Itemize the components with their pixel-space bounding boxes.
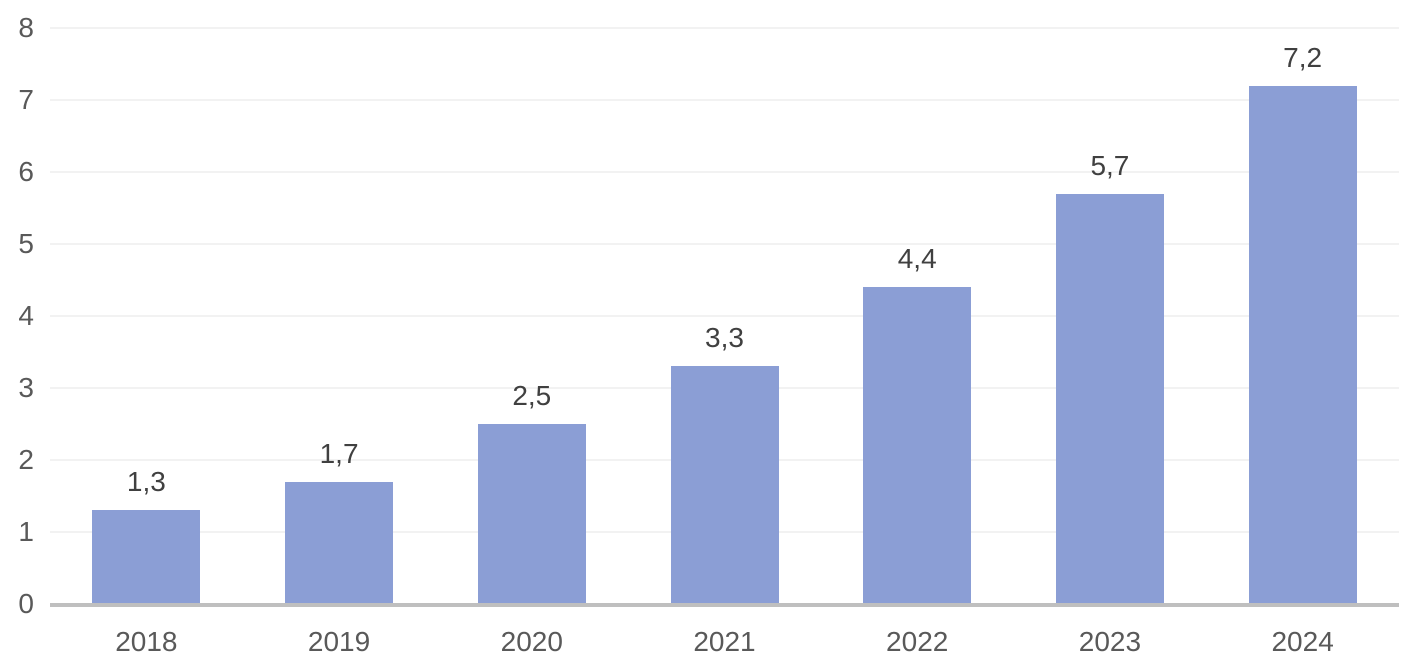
bar-2023 xyxy=(1055,193,1164,604)
bar-value-label-2021: 3,3 xyxy=(705,322,744,354)
bar-2018 xyxy=(92,510,201,604)
bar-value-label-2020: 2,5 xyxy=(512,380,552,411)
bar-2024 xyxy=(1248,85,1357,604)
y-axis-tick-label-3: 3 xyxy=(18,372,34,403)
bar-value-label-2022: 4,4 xyxy=(897,243,937,275)
gridline-y-5 xyxy=(50,243,1399,245)
y-axis-tick-label-1: 1 xyxy=(18,516,34,547)
x-axis-label-2023: 2023 xyxy=(1078,626,1142,657)
x-axis-label-2018: 2018 xyxy=(115,626,178,657)
x-axis-label-2021: 2021 xyxy=(693,626,756,657)
y-axis-tick-label-6: 6 xyxy=(18,156,34,187)
bar-2021 xyxy=(670,366,779,604)
x-axis-label-2019: 2019 xyxy=(307,626,371,657)
gridline-y-6 xyxy=(50,171,1399,173)
gridline-y-8 xyxy=(50,27,1399,29)
y-axis-tick-label-2: 2 xyxy=(18,444,34,475)
bar-value-label-2019: 1,7 xyxy=(319,437,359,469)
x-axis-label-2024: 2024 xyxy=(1271,626,1334,657)
bar-2019 xyxy=(285,481,394,604)
y-axis-tick-label-0: 0 xyxy=(18,588,34,619)
gridline-y-4 xyxy=(50,315,1399,317)
x-axis-line xyxy=(50,603,1399,607)
bar-value-label-2018: 1,3 xyxy=(126,466,166,498)
bar-2022 xyxy=(863,287,972,604)
y-axis-tick-label-7: 7 xyxy=(18,84,34,115)
gridline-y-7 xyxy=(50,99,1399,101)
y-axis-tick-label-5: 5 xyxy=(18,228,34,259)
bar-2020 xyxy=(477,424,586,604)
bar-value-label-2024: 7,2 xyxy=(1283,41,1323,73)
x-axis-label-2022: 2022 xyxy=(886,626,949,657)
y-axis-tick-label-8: 8 xyxy=(18,12,34,43)
x-axis-label-2020: 2020 xyxy=(500,626,563,657)
y-axis-tick-label-4: 4 xyxy=(18,300,34,331)
bar-value-label-2023: 5,7 xyxy=(1090,149,1130,181)
